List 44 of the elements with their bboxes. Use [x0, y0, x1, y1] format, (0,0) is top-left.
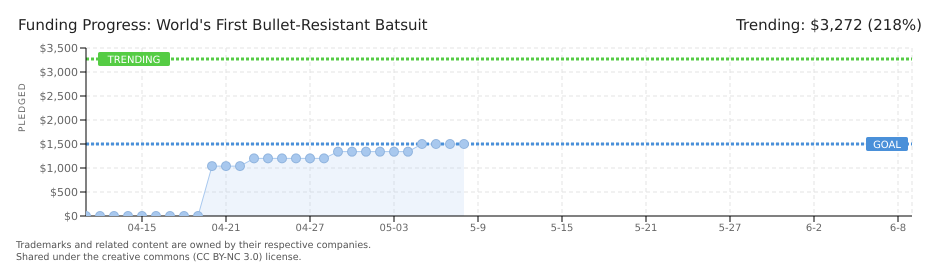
x-tick-label: 5-15 [550, 223, 574, 234]
point [305, 153, 315, 164]
point [319, 153, 329, 164]
text: Shared under the creative commons (CC BY-NC 3.0) license. [16, 252, 303, 264]
x-tick-label: 04-15 [127, 223, 157, 234]
point [389, 146, 399, 157]
point [361, 146, 371, 157]
y-axis-title: PLEDGED [18, 82, 28, 132]
x-tick-label: 5-27 [718, 223, 742, 234]
point [375, 146, 385, 157]
point [347, 146, 357, 157]
x-tick-label: 04-27 [295, 223, 325, 234]
point [235, 161, 245, 172]
x-tick-label: 05-03 [379, 223, 409, 234]
y-tick-label: $3,500 [40, 42, 78, 55]
y-tick-label: $0 [64, 210, 78, 223]
y-tick-label: $500 [50, 186, 78, 199]
text: Trademarks and related content are owned by their respective companies. [16, 240, 372, 252]
x-tick-label: 6-2 [806, 223, 822, 234]
point [417, 139, 427, 149]
point [333, 146, 343, 157]
ref-line-label: TRENDING [106, 54, 160, 66]
x-tick-label: 5-9 [470, 223, 486, 234]
y-tick-label: $2,500 [40, 90, 78, 103]
point [291, 153, 301, 164]
point [249, 153, 259, 164]
point [431, 139, 441, 149]
y-tick-label: $3,000 [40, 66, 78, 79]
ref-line-label: GOAL [873, 140, 902, 151]
y-tick-label: $1,000 [40, 162, 78, 175]
x-tick-label: 6-8 [890, 223, 906, 234]
x-tick-label: 5-21 [634, 223, 658, 234]
point [277, 153, 287, 164]
y-tick-label: $1,500 [40, 138, 78, 151]
chart-title: Funding Progress: World's First Bullet-Resistant Batsuit [18, 16, 428, 34]
point [207, 161, 217, 172]
point [445, 139, 455, 149]
point [221, 161, 231, 172]
x-tick-label: 04-21 [211, 223, 241, 234]
point [403, 146, 413, 157]
text: Trending: $3,272 (218%) [736, 16, 922, 34]
point [459, 139, 469, 149]
point [263, 153, 273, 164]
y-tick-label: $2,000 [40, 114, 78, 127]
